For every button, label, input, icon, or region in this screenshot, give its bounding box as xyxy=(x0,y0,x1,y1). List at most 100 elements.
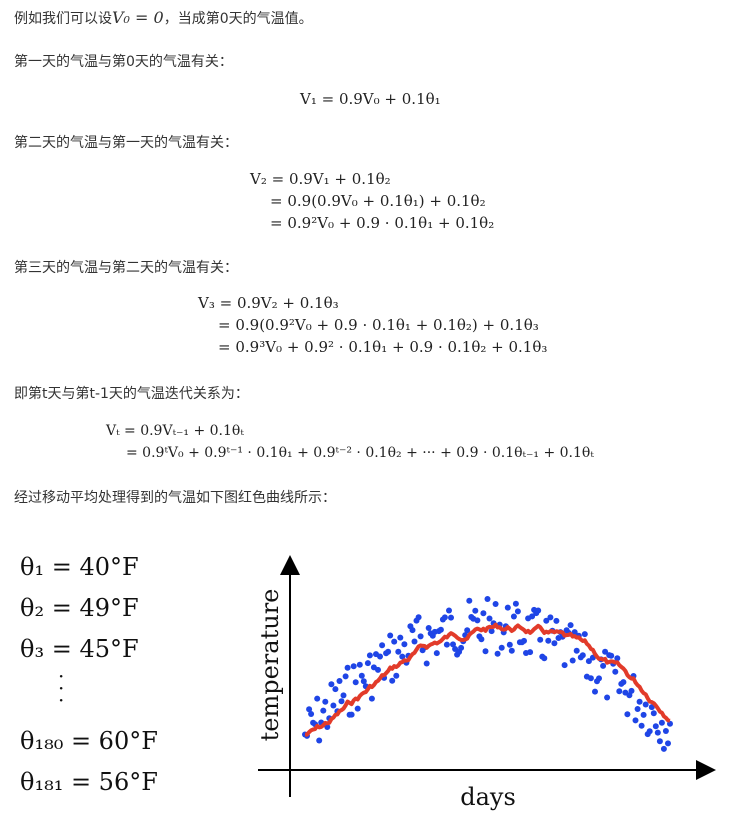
temperature-dot xyxy=(360,678,367,685)
temperature-dot xyxy=(654,729,661,736)
day3-line-3: = 0.9³V₀ + 0.9² · 0.1θ₁ + 0.9 · 0.1θ₂ + … xyxy=(218,338,548,356)
temperature-dot xyxy=(389,677,396,684)
temperature-dot xyxy=(358,672,365,679)
temperature-dot xyxy=(553,617,560,624)
temperature-dot xyxy=(480,610,487,617)
temperature-dot xyxy=(433,650,440,657)
temperature-dot xyxy=(472,607,479,614)
temperature-dot xyxy=(571,629,578,636)
temperature-dot xyxy=(350,663,357,670)
temperature-dot xyxy=(498,644,505,651)
temperature-dot xyxy=(450,641,456,648)
temperature-dots xyxy=(302,596,673,752)
intro-formula: V₀ = 0 xyxy=(112,8,164,27)
temperature-dot xyxy=(397,634,404,641)
temperature-dot xyxy=(368,695,375,702)
temperature-dot xyxy=(328,681,335,688)
temperature-dot xyxy=(377,653,383,660)
temperature-dot xyxy=(545,637,552,644)
day3-line-1: V₃ = 0.9V₂ + 0.1θ₃ xyxy=(198,294,339,312)
temperature-dot xyxy=(508,647,515,654)
temperature-dot xyxy=(504,604,511,611)
temperature-dot xyxy=(567,622,574,629)
temperature-dot xyxy=(494,650,501,657)
dayt-equations: Vₜ = 0.9Vₜ₋₁ + 0.1θₜ = 0.9ᵗV₀ + 0.9ᵗ⁻¹ ·… xyxy=(106,420,594,464)
temperature-dot xyxy=(393,672,400,679)
temperature-dot xyxy=(308,711,315,717)
temperature-dot xyxy=(474,617,481,624)
dayt-line-2: = 0.9ᵗV₀ + 0.9ᵗ⁻¹ · 0.1θ₁ + 0.9ᵗ⁻² · 0.1… xyxy=(126,445,594,461)
day2-line-1: V₂ = 0.9V₁ + 0.1θ₂ xyxy=(250,170,391,188)
temperature-dot xyxy=(314,695,321,702)
temperature-dot xyxy=(401,641,408,648)
vertical-ellipsis: · · · xyxy=(58,664,65,712)
intro-prefix: 例如我们可以设 xyxy=(14,11,112,27)
temperature-dot xyxy=(425,625,432,631)
theta-3-label: θ₃ = 45°F xyxy=(20,635,139,663)
temperature-dot xyxy=(306,706,313,713)
temperature-dot xyxy=(658,719,665,726)
temperature-dot xyxy=(608,652,615,659)
temperature-dot xyxy=(330,702,337,709)
temperature-dot xyxy=(395,648,402,655)
temperature-dot xyxy=(642,701,649,708)
moving-average-curve xyxy=(304,622,671,737)
temperature-dot xyxy=(336,678,343,684)
temperature-dot xyxy=(535,607,542,614)
temperature-dot xyxy=(391,638,398,645)
day2-line-2: = 0.9(0.9V₀ + 0.1θ₁) + 0.1θ₂ xyxy=(270,192,486,210)
day1-equation: V₁ = 0.9V₀ + 0.1θ₁ xyxy=(300,90,441,108)
temperature-dot xyxy=(660,745,667,752)
temperature-dot xyxy=(354,705,361,712)
temperature-dot xyxy=(587,675,594,682)
day3-line-2: = 0.9(0.9²V₀ + 0.9 · 0.1θ₁ + 0.1θ₂) + 0.… xyxy=(218,316,539,334)
temperature-dot xyxy=(569,657,576,664)
temperature-dot xyxy=(415,614,422,621)
temperature-dot xyxy=(596,675,602,682)
day2-equations: V₂ = 0.9V₁ + 0.1θ₂ = 0.9(0.9V₀ + 0.1θ₁) … xyxy=(250,168,494,234)
temperature-dot xyxy=(458,644,465,651)
temperature-dot xyxy=(512,600,519,607)
temperature-dot xyxy=(592,688,598,695)
temperature-dot xyxy=(342,673,349,680)
temperature-dot xyxy=(650,710,657,717)
temperature-dot xyxy=(344,664,351,671)
temperature-dot xyxy=(387,632,394,639)
temperature-dot xyxy=(541,655,548,662)
temperature-figure: temperature days xyxy=(256,555,716,811)
temperature-dot xyxy=(527,649,534,656)
temperature-dot xyxy=(646,728,653,735)
temperature-dot xyxy=(510,613,517,620)
temperature-dot xyxy=(464,627,471,634)
temperature-dot xyxy=(506,641,513,648)
temperature-dot xyxy=(446,607,452,614)
temperature-dot xyxy=(604,694,611,701)
theta-1-label: θ₁ = 40°F xyxy=(20,553,139,581)
temperature-dot xyxy=(561,662,568,669)
temperature-dot xyxy=(484,596,491,602)
temperature-dot xyxy=(573,647,580,654)
day1-text: 第一天的气温与第0天的气温有关： xyxy=(14,54,233,70)
x-axis-label: days xyxy=(460,783,516,811)
day3-equations: V₃ = 0.9V₂ + 0.1θ₃ = 0.9(0.9²V₀ + 0.9 · … xyxy=(198,292,547,358)
temperature-dot xyxy=(521,637,527,644)
temperature-dot xyxy=(665,740,671,747)
temperature-dot xyxy=(579,652,586,659)
temperature-dot xyxy=(640,711,647,718)
temperature-dot xyxy=(385,648,392,655)
theta-181-label: θ₁₈₁ = 56°F xyxy=(20,768,158,796)
temperature-dot xyxy=(547,614,554,621)
temperature-dot xyxy=(443,641,450,648)
temperature-dot xyxy=(448,614,454,621)
temperature-dot xyxy=(492,601,499,607)
temperature-dot xyxy=(411,638,418,645)
temperature-dot xyxy=(620,679,627,686)
temperature-dot xyxy=(581,631,588,638)
figure-caption: 经过移动平均处理得到的气温如下图红色曲线所示： xyxy=(14,490,336,506)
temperature-dot xyxy=(602,648,609,655)
temperature-dot xyxy=(437,626,444,633)
temperature-dot xyxy=(632,717,639,724)
temperature-dot xyxy=(316,737,323,744)
temperature-dot xyxy=(634,706,641,712)
temperature-dot xyxy=(600,662,607,669)
